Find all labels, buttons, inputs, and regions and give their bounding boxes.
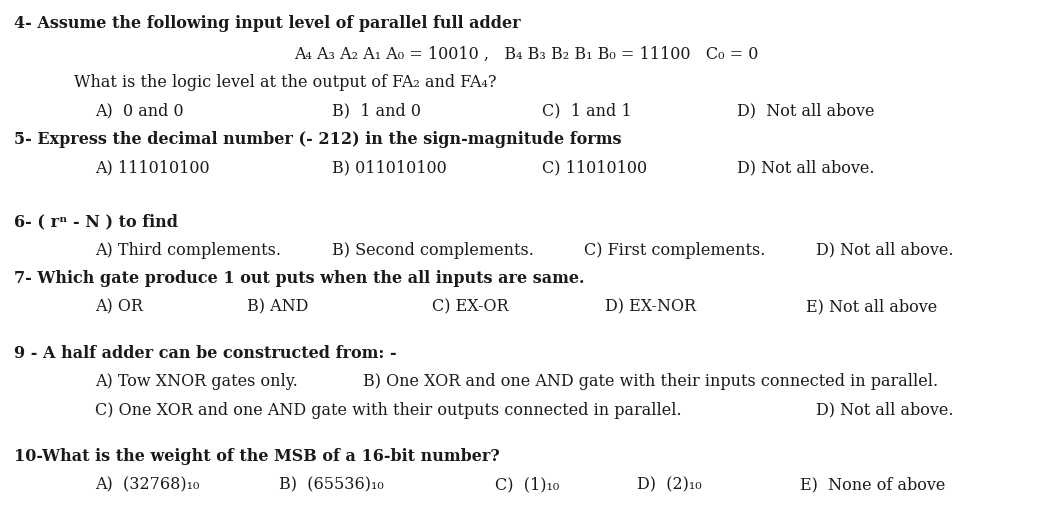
Text: E)  None of above: E) None of above (800, 477, 946, 493)
Text: A)  0 and 0: A) 0 and 0 (95, 103, 183, 119)
Text: 5- Express the decimal number (- 212) in the sign-magnitude forms: 5- Express the decimal number (- 212) in… (14, 131, 621, 148)
Text: A) Third complements.: A) Third complements. (95, 242, 281, 259)
Text: C) First complements.: C) First complements. (584, 242, 766, 259)
Text: B)  1 and 0: B) 1 and 0 (332, 103, 421, 119)
Text: A) OR: A) OR (95, 299, 143, 315)
Text: C)  (1)₁₀: C) (1)₁₀ (495, 477, 559, 493)
Text: 9 - A half adder can be constructed from: -: 9 - A half adder can be constructed from… (14, 345, 396, 362)
Text: B) AND: B) AND (247, 299, 309, 315)
Text: A₄ A₃ A₂ A₁ A₀ = 10010 ,   B₄ B₃ B₂ B₁ B₀ = 11100   C₀ = 0: A₄ A₃ A₂ A₁ A₀ = 10010 , B₄ B₃ B₂ B₁ B₀ … (294, 46, 759, 62)
Text: A)  (32768)₁₀: A) (32768)₁₀ (95, 477, 199, 493)
Text: A) 111010100: A) 111010100 (95, 159, 210, 176)
Text: C) EX-OR: C) EX-OR (432, 299, 509, 315)
Text: D)  (2)₁₀: D) (2)₁₀ (637, 477, 701, 493)
Text: D) Not all above.: D) Not all above. (737, 159, 875, 176)
Text: A) Tow XNOR gates only.: A) Tow XNOR gates only. (95, 374, 298, 390)
Text: C) 11010100: C) 11010100 (542, 159, 648, 176)
Text: C)  1 and 1: C) 1 and 1 (542, 103, 632, 119)
Text: 7- Which gate produce 1 out puts when the all inputs are same.: 7- Which gate produce 1 out puts when th… (14, 270, 584, 287)
Text: B)  (65536)₁₀: B) (65536)₁₀ (279, 477, 383, 493)
Text: E) Not all above: E) Not all above (806, 299, 937, 315)
Text: 4- Assume the following input level of parallel full adder: 4- Assume the following input level of p… (14, 15, 520, 31)
Text: D)  Not all above: D) Not all above (737, 103, 875, 119)
Text: D) Not all above.: D) Not all above. (816, 242, 954, 259)
Text: 6- ( rⁿ - N ) to find: 6- ( rⁿ - N ) to find (14, 214, 178, 230)
Text: What is the logic level at the output of FA₂ and FA₄?: What is the logic level at the output of… (74, 74, 496, 91)
Text: D) Not all above.: D) Not all above. (816, 402, 954, 418)
Text: 10-What is the weight of the MSB of a 16-bit number?: 10-What is the weight of the MSB of a 16… (14, 448, 499, 465)
Text: B) One XOR and one AND gate with their inputs connected in parallel.: B) One XOR and one AND gate with their i… (363, 374, 938, 390)
Text: B) 011010100: B) 011010100 (332, 159, 446, 176)
Text: D) EX-NOR: D) EX-NOR (605, 299, 697, 315)
Text: B) Second complements.: B) Second complements. (332, 242, 534, 259)
Text: C) One XOR and one AND gate with their outputs connected in parallel.: C) One XOR and one AND gate with their o… (95, 402, 681, 418)
